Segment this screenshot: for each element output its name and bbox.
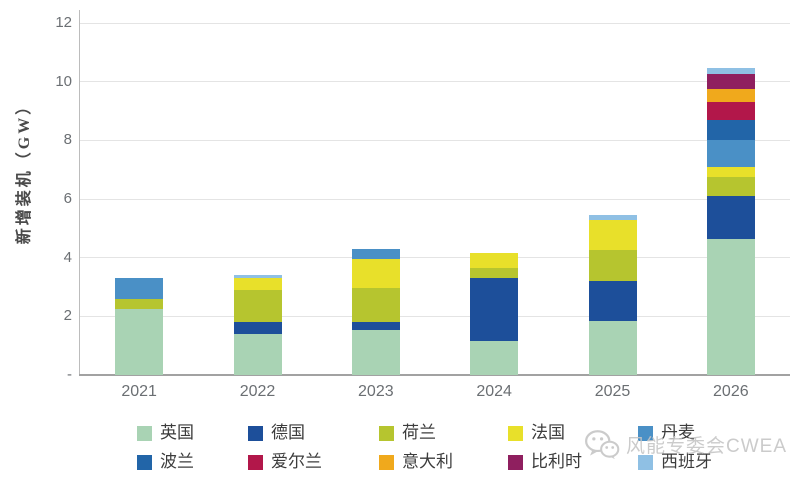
bar-segment-2025-法国: [588, 219, 637, 251]
legend-swatch: [137, 454, 152, 470]
bar-segment-2022-英国: [233, 333, 282, 375]
y-tick-label: 4: [63, 248, 72, 266]
legend-item-英国: 英国: [137, 424, 194, 442]
legend-swatch: [379, 454, 394, 470]
wechat-icon: [584, 429, 620, 460]
legend-label: 德国: [271, 423, 305, 442]
gridline: [80, 139, 790, 141]
bar-segment-2023-英国: [351, 329, 400, 375]
x-axis-line: [79, 374, 790, 376]
bar-segment-2021-英国: [115, 309, 164, 375]
x-axis-label-2022: 2022: [239, 383, 276, 400]
legend-item-波兰: 波兰: [137, 453, 194, 471]
legend-swatch: [379, 425, 394, 441]
bar-segment-2024-德国: [470, 278, 519, 342]
bar-segment-2026-爱尔兰: [706, 102, 755, 120]
bar-segment-2025-德国: [588, 281, 637, 321]
bar-segment-2023-丹麦: [351, 248, 400, 260]
bar-segment-2026-英国: [706, 238, 755, 375]
legend-swatch: [248, 425, 263, 441]
bar-segment-2026-法国: [706, 166, 755, 177]
bar-segment-2022-德国: [233, 322, 282, 334]
x-axis-label-2023: 2023: [358, 383, 394, 400]
y-tick-label: 8: [63, 131, 72, 149]
gridline: [80, 315, 790, 317]
y-tick-label: -: [67, 366, 72, 383]
bar-segment-2026-意大利: [706, 89, 755, 103]
y-axis-title: 新增装机（GW）: [16, 95, 33, 245]
legend-label: 波兰: [160, 452, 194, 471]
legend-label: 意大利: [402, 452, 453, 471]
bar-segment-2022-法国: [233, 278, 282, 290]
gridline: [80, 198, 790, 200]
legend-item-爱尔兰: 爱尔兰: [248, 453, 322, 471]
bar-segment-2021-丹麦: [115, 278, 164, 299]
y-tick-label: 12: [55, 14, 72, 31]
legend-swatch: [248, 454, 263, 470]
bar-segment-2024-法国: [470, 253, 519, 268]
bar-segment-2026-荷兰: [706, 177, 755, 197]
bar-segment-2023-德国: [351, 322, 400, 330]
gridline: [80, 22, 790, 24]
gridline: [80, 257, 790, 259]
legend-label: 荷兰: [402, 423, 436, 442]
y-tick-label: 6: [63, 190, 72, 207]
legend-swatch: [508, 425, 523, 441]
bar-segment-2025-西班牙: [588, 215, 637, 220]
legend-item-法国: 法国: [508, 424, 565, 442]
watermark-text: 风能专委会CWEA: [626, 436, 788, 457]
watermark: 风能专委会CWEA: [584, 429, 787, 460]
bar-segment-2026-西班牙: [706, 68, 755, 75]
bar-segment-2021-荷兰: [115, 298, 164, 309]
bar-segment-2023-法国: [351, 259, 400, 289]
legend-item-意大利: 意大利: [379, 453, 453, 471]
legend-label: 法国: [531, 423, 565, 442]
bar-segment-2026-波兰: [706, 119, 755, 141]
y-tick-label: 2: [63, 307, 72, 325]
legend-item-德国: 德国: [248, 424, 305, 442]
y-tick-label: 10: [55, 72, 72, 90]
legend-label: 比利时: [531, 452, 582, 471]
x-axis-label-2024: 2024: [476, 383, 512, 400]
bar-segment-2025-荷兰: [588, 250, 637, 282]
legend-label: 英国: [160, 423, 194, 442]
bar-segment-2022-荷兰: [233, 289, 282, 323]
bar-segment-2023-荷兰: [351, 288, 400, 323]
bar-segment-2026-德国: [706, 196, 755, 239]
legend-item-荷兰: 荷兰: [379, 424, 436, 442]
bar-segment-2026-丹麦: [706, 140, 755, 167]
legend-swatch: [137, 425, 152, 441]
x-axis-label-2025: 2025: [594, 383, 631, 400]
x-axis-label-2021: 2021: [121, 383, 157, 400]
legend-swatch: [508, 454, 523, 470]
bar-segment-2026-比利时: [706, 74, 755, 89]
y-axis-line: [79, 10, 80, 375]
bar-segment-2022-西班牙: [233, 275, 282, 279]
bar-segment-2024-荷兰: [470, 267, 519, 279]
bar-segment-2025-英国: [588, 320, 637, 375]
legend-item-比利时: 比利时: [508, 453, 582, 471]
bar-segment-2024-英国: [470, 341, 519, 375]
x-axis-label-2026: 2026: [713, 383, 749, 400]
plot-area: - 2 4 6 8 10 12 2021 2022 2023 2024 2025 2026: [55, 10, 790, 400]
gridline: [80, 81, 790, 83]
legend-label: 爱尔兰: [271, 452, 322, 471]
